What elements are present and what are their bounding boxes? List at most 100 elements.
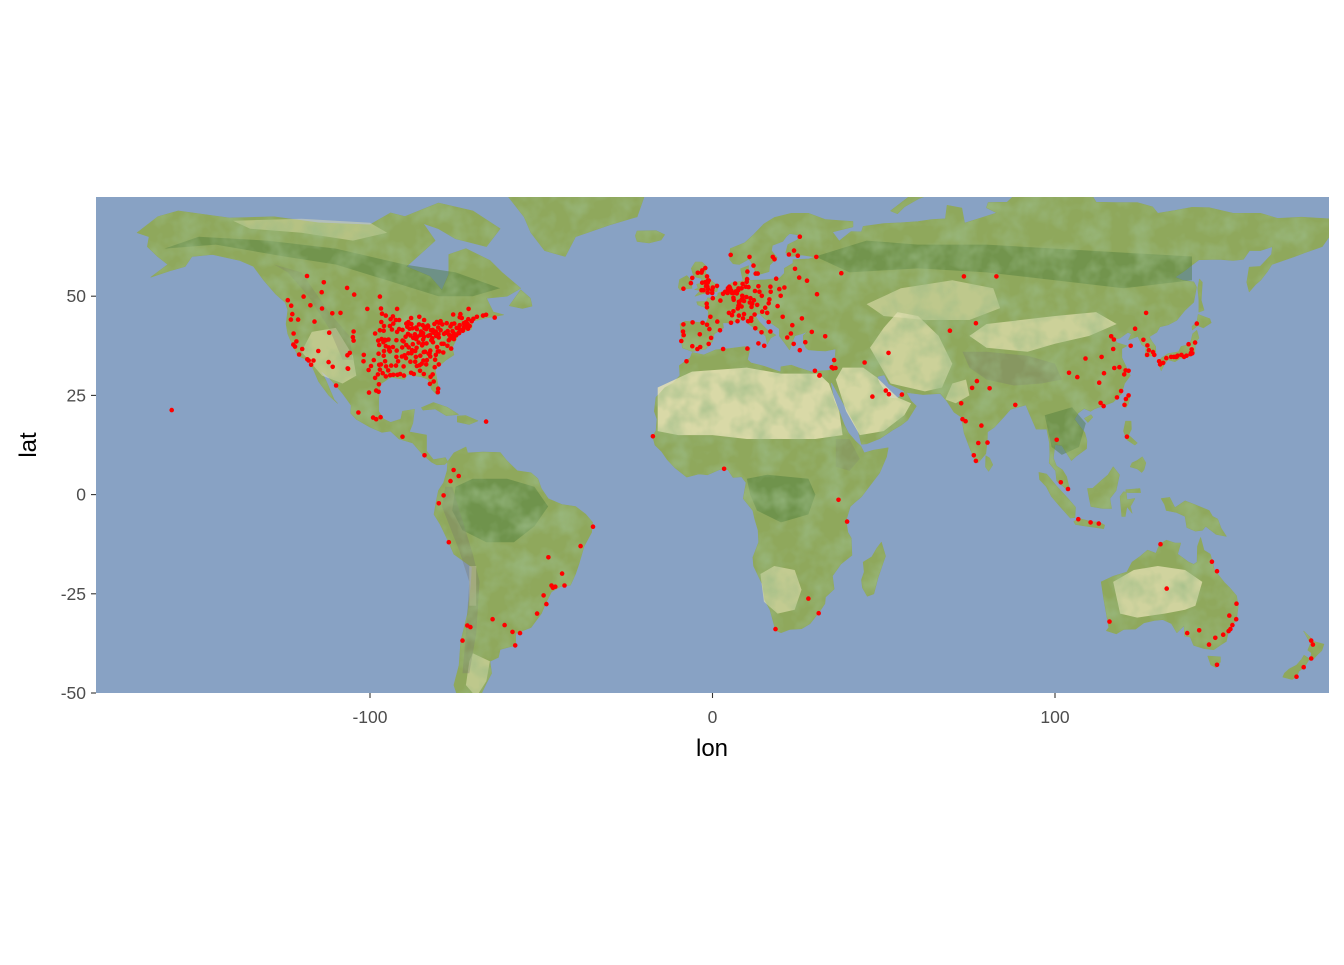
- data-point: [448, 324, 453, 329]
- data-point: [757, 289, 762, 295]
- data-point: [1164, 355, 1169, 361]
- data-point: [708, 335, 714, 341]
- data-point: [1110, 346, 1116, 352]
- data-point: [1301, 664, 1306, 670]
- data-point: [380, 370, 386, 376]
- data-point: [971, 453, 977, 458]
- data-point: [1066, 370, 1072, 376]
- y-axis-title: lat: [15, 432, 42, 458]
- data-point: [376, 351, 381, 357]
- data-point: [294, 339, 299, 344]
- data-point: [761, 343, 767, 349]
- data-point: [886, 391, 892, 397]
- data-point: [381, 348, 387, 354]
- data-point: [650, 434, 656, 439]
- data-point: [421, 334, 427, 340]
- data-point: [721, 466, 727, 472]
- data-point: [394, 354, 399, 360]
- data-point: [756, 341, 761, 346]
- data-point: [389, 327, 395, 332]
- data-point: [388, 363, 394, 368]
- data-point: [751, 263, 756, 268]
- data-point: [465, 623, 470, 628]
- data-point: [417, 314, 422, 320]
- land-greenland-texture: [508, 197, 644, 257]
- data-point: [792, 266, 798, 272]
- data-point: [829, 364, 834, 370]
- data-point: [1206, 642, 1212, 647]
- data-point: [432, 364, 438, 370]
- data-point: [1146, 347, 1152, 353]
- land-new-guinea-texture: [1161, 497, 1227, 537]
- data-point: [974, 378, 980, 384]
- data-point: [559, 571, 565, 576]
- data-point: [422, 453, 427, 458]
- data-point: [400, 434, 405, 440]
- data-point: [710, 295, 716, 301]
- data-point: [701, 287, 706, 293]
- data-point: [432, 357, 438, 363]
- data-point: [326, 359, 331, 365]
- data-point: [407, 326, 413, 332]
- data-point: [709, 290, 715, 296]
- data-point: [296, 352, 302, 357]
- data-point: [836, 497, 841, 503]
- data-point: [705, 280, 710, 286]
- data-point: [427, 381, 433, 387]
- data-point: [784, 335, 790, 340]
- data-point: [376, 362, 382, 368]
- data-point: [308, 362, 314, 368]
- data-point: [446, 539, 452, 545]
- data-point: [862, 360, 867, 365]
- data-point: [1123, 368, 1128, 373]
- data-point: [351, 292, 357, 297]
- data-point: [308, 303, 313, 308]
- data-point: [405, 331, 411, 337]
- data-point: [372, 375, 378, 381]
- data-point: [460, 638, 465, 643]
- data-point: [753, 326, 758, 331]
- data-point: [791, 248, 797, 253]
- data-point: [747, 254, 752, 260]
- data-point: [376, 389, 381, 395]
- data-point: [387, 323, 393, 329]
- y-tick-label: 50: [67, 286, 87, 306]
- data-point: [1209, 559, 1215, 564]
- land-newfoundland-texture: [509, 289, 532, 309]
- data-point: [404, 342, 409, 348]
- data-point: [299, 346, 305, 352]
- data-point: [356, 410, 361, 415]
- data-point: [705, 284, 710, 290]
- data-point: [391, 321, 396, 326]
- data-point: [350, 334, 356, 340]
- data-point: [704, 274, 710, 279]
- data-point: [417, 362, 423, 368]
- data-point: [381, 339, 386, 345]
- data-point: [1107, 619, 1112, 624]
- data-point: [419, 343, 425, 348]
- data-point: [435, 386, 441, 392]
- data-point: [417, 368, 423, 374]
- data-point: [744, 276, 750, 282]
- data-point: [804, 278, 810, 284]
- data-point: [744, 294, 749, 300]
- data-point: [778, 293, 783, 299]
- data-point: [782, 285, 787, 290]
- data-point: [433, 352, 439, 358]
- data-point: [680, 329, 686, 334]
- data-point: [490, 616, 495, 622]
- data-point: [450, 312, 456, 317]
- data-point: [1083, 356, 1088, 361]
- data-point: [330, 364, 336, 370]
- data-point: [814, 254, 819, 260]
- data-point: [428, 374, 433, 380]
- data-point: [1096, 521, 1102, 526]
- data-point: [338, 310, 343, 316]
- land-svalbard: [750, 176, 805, 191]
- data-point: [376, 382, 382, 387]
- data-point: [512, 643, 518, 648]
- data-point: [457, 314, 463, 320]
- data-point: [414, 345, 419, 351]
- y-tick-label: 25: [67, 385, 86, 405]
- data-point: [690, 275, 695, 281]
